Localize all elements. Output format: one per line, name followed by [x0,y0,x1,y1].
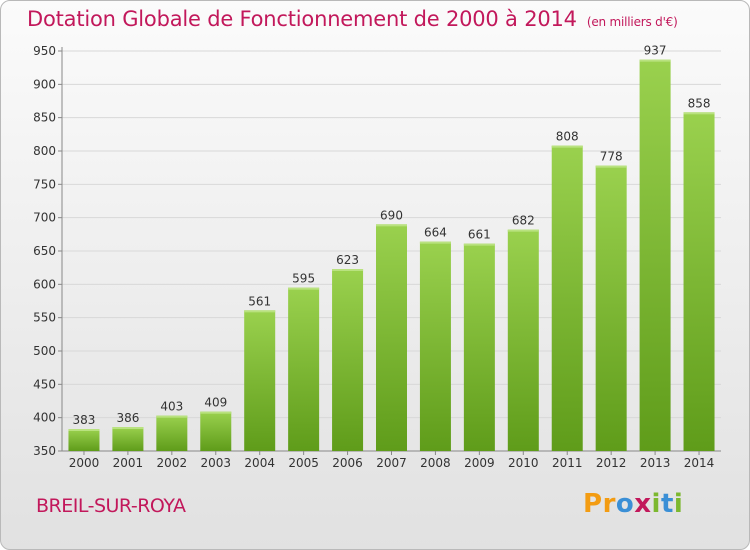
y-tick-label: 600 [33,277,56,291]
logo-letter: t [660,489,674,519]
x-tick-label: 2002 [157,456,188,470]
y-tick-label: 500 [33,344,56,358]
city-name: BREIL-SUR-ROYA [36,495,186,517]
bar-top-highlight [683,112,715,115]
x-tick-label: 2010 [508,456,539,470]
bar [463,243,495,451]
bar [419,241,451,451]
data-label: 409 [204,396,227,410]
x-tick-label: 2000 [69,456,100,470]
chart-title: Dotation Globale de Fonctionnement de 20… [27,7,678,31]
bar [332,269,364,451]
x-tick-label: 2006 [332,456,363,470]
data-label: 664 [424,226,447,240]
bar-top-highlight [112,427,144,429]
x-tick-label: 2005 [288,456,319,470]
bar-top-highlight [595,165,627,168]
bar-top-highlight [507,229,539,232]
y-tick-label: 900 [33,77,56,91]
data-label: 690 [380,208,403,222]
x-tick-label: 2013 [640,456,671,470]
y-tick-label: 850 [33,111,56,125]
bar-top-highlight [244,310,276,313]
proxiti-logo: Proxiti [583,489,683,519]
y-tick-label: 450 [33,377,56,391]
bar [68,429,100,451]
bar-top-highlight [463,243,495,246]
x-tick-label: 2001 [113,456,144,470]
bar [200,411,232,451]
logo-letter: r [602,489,616,519]
bar [376,224,407,451]
y-tick-label: 400 [33,411,56,425]
bar [288,287,320,451]
bar-top-highlight [200,411,232,414]
bar [683,112,715,451]
y-tick-label: 650 [33,244,56,258]
y-tick-label: 350 [33,444,56,458]
bar-top-highlight [639,59,671,62]
data-label: 661 [468,228,491,242]
bar-top-highlight [332,269,364,271]
data-label: 561 [248,294,271,308]
x-tick-label: 2011 [552,456,583,470]
logo-letter: P [583,489,603,519]
bar [244,310,276,451]
bar-top-highlight [288,287,320,290]
x-tick-label: 2008 [420,456,451,470]
bar [595,165,627,451]
bar [507,229,539,451]
y-tick-label: 700 [33,211,56,225]
y-tick-label: 750 [33,177,56,191]
logo-letter: i [651,489,661,519]
data-label: 595 [292,272,315,286]
x-tick-label: 2003 [200,456,231,470]
x-tick-label: 2004 [244,456,275,470]
logo-letter: x [634,489,652,519]
logo-letter: o [615,489,635,519]
data-label: 778 [600,150,623,164]
logo-letter: i [673,489,684,519]
x-tick-label: 2009 [464,456,495,470]
bar [551,145,583,451]
bar-top-highlight [156,415,188,418]
y-tick-label: 550 [33,311,56,325]
title-text: Dotation Globale de Fonctionnement de 20… [27,7,577,31]
bar-top-highlight [419,241,451,244]
title-unit: (en milliers d'€) [586,15,678,29]
x-tick-label: 2012 [596,456,627,470]
y-tick-label: 800 [33,144,56,158]
bar [112,427,144,451]
x-tick-label: 2014 [684,456,715,470]
data-label: 403 [160,400,183,414]
data-label: 623 [336,253,359,267]
bar [639,59,671,452]
data-label: 858 [688,96,711,110]
data-label: 808 [556,130,579,144]
bar-top-highlight [551,145,583,148]
data-label: 937 [644,44,667,58]
data-label: 386 [116,411,139,425]
y-tick-label: 950 [33,44,56,58]
data-label: 383 [73,413,96,427]
bar-top-highlight [376,224,407,227]
bar-top-highlight [68,429,100,431]
bar [156,415,188,451]
data-label: 682 [512,214,535,228]
x-tick-label: 2007 [376,456,407,470]
